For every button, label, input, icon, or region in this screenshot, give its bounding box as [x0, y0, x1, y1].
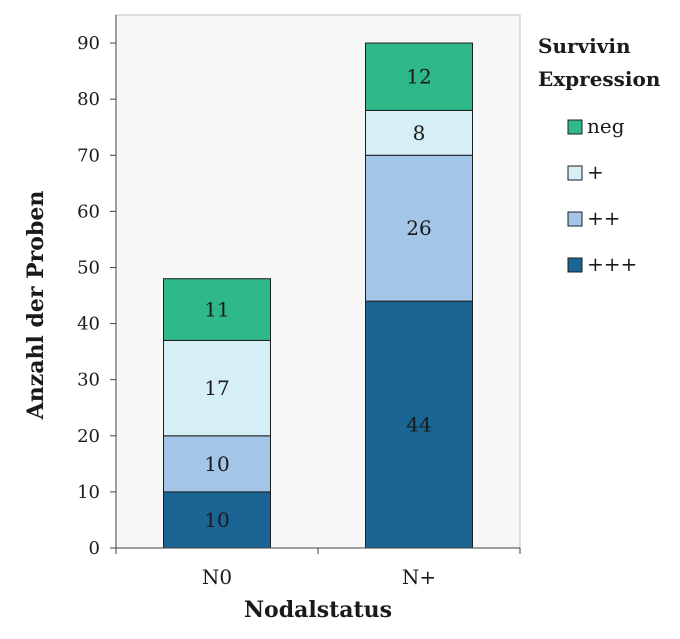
x-tick-label: N0 — [202, 565, 232, 589]
data-label: 12 — [406, 65, 431, 89]
legend-label: +++ — [587, 252, 637, 276]
y-tick-label: 0 — [89, 538, 100, 559]
data-label: 11 — [204, 298, 229, 322]
x-tick-label: N+ — [402, 565, 436, 589]
legend-title-line-2: Expression — [538, 67, 661, 91]
legend-swatch — [567, 119, 583, 135]
y-tick-label: 50 — [77, 257, 100, 278]
y-tick-label: 60 — [77, 201, 100, 222]
bar-segment — [365, 109, 473, 156]
bars-layer: 10 10 17 11 44 26 8 12 — [163, 42, 473, 549]
y-tick-label: 80 — [77, 89, 100, 110]
y-tick-label: 40 — [77, 314, 100, 335]
legend-items: neg++++++ — [567, 114, 637, 276]
legend: Survivin Expression neg++++++ — [538, 34, 661, 276]
legend-label: + — [587, 160, 604, 184]
legend-swatch — [567, 211, 583, 227]
y-tick-label: 30 — [77, 370, 100, 391]
data-label: 44 — [406, 413, 431, 437]
data-label: 10 — [204, 452, 229, 476]
x-axis-title: Nodalstatus — [244, 597, 392, 623]
y-tick-label: 70 — [77, 145, 100, 166]
axes-layer: 0 10 20 30 40 50 60 70 80 90 N0 N+ — [77, 15, 521, 589]
data-label: 17 — [204, 376, 229, 400]
legend-swatch — [567, 257, 583, 273]
bar-segment — [163, 435, 271, 493]
bar-segment — [365, 42, 473, 111]
y-axis-title: Anzahl der Proben — [23, 191, 49, 421]
legend-swatch — [567, 165, 583, 181]
data-label: 26 — [406, 216, 431, 240]
legend-label: neg — [587, 114, 625, 138]
data-label: 8 — [413, 121, 426, 145]
y-tick-label: 20 — [77, 426, 100, 447]
data-label: 10 — [204, 508, 229, 532]
bar-segment — [163, 491, 271, 549]
legend-label: ++ — [587, 206, 621, 230]
legend-title-line-1: Survivin — [538, 34, 631, 58]
y-tick-label: 10 — [77, 482, 100, 503]
y-tick-label: 90 — [77, 33, 100, 54]
bar-segment — [163, 278, 271, 341]
